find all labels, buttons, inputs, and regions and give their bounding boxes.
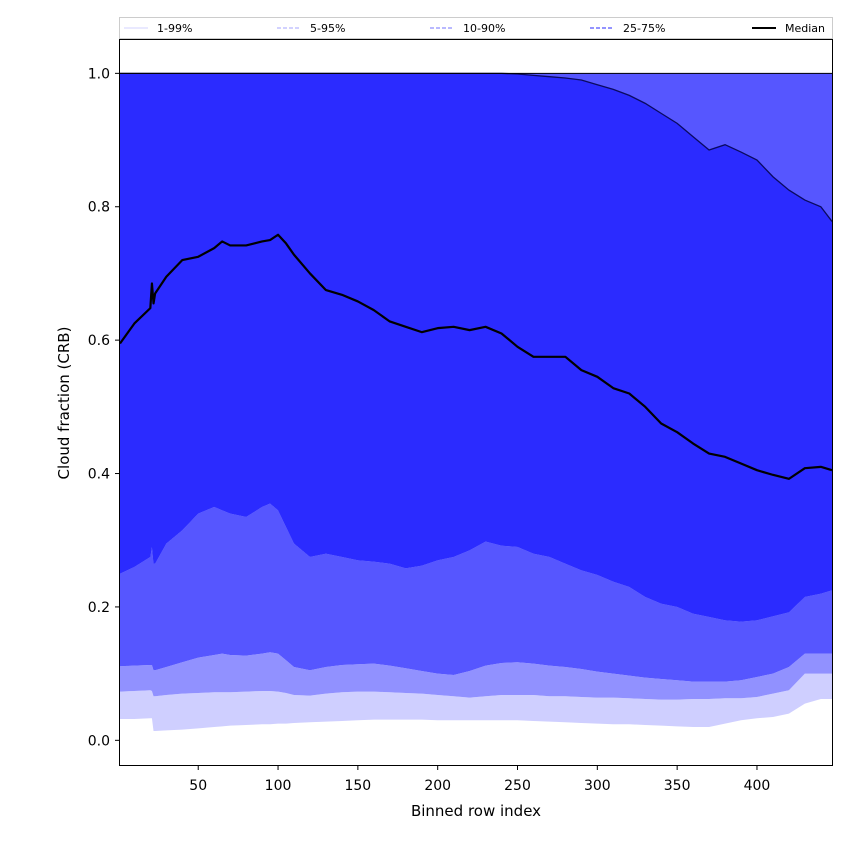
median-line [119,233,833,480]
band-10-25 [120,503,832,682]
y-tick-label: 0.4 [88,467,110,483]
legend-label: 25-75% [623,22,665,35]
y-axis-title: Cloud fraction (CRB) [55,327,73,480]
y-tick-label: 0.6 [88,333,110,349]
band-25-75 [120,73,832,622]
band-5-10 [120,652,832,700]
bands-layer [120,73,832,731]
x-tick-label: 400 [744,778,771,794]
x-tick-label: 200 [424,778,451,794]
x-axis: 50 100 150 200 250 300 350 400 [189,765,770,794]
x-tick-label: 300 [584,778,611,794]
legend-label: 5-95% [310,22,345,35]
x-tick-label: 150 [344,778,371,794]
legend-frame [119,17,833,39]
x-tick-label: 100 [265,778,292,794]
x-axis-title: Binned row index [411,802,541,820]
y-tick-label: 0.8 [88,200,110,216]
band-1-5 [120,673,832,731]
y-tick-label: 0.2 [88,600,110,616]
lines-layer [119,72,833,480]
legend-label: 10-90% [463,22,505,35]
y-tick-label: 1.0 [88,66,110,82]
x-tick-label: 350 [664,778,691,794]
y-axis: 0.0 0.2 0.4 0.6 0.8 1.0 [88,66,120,749]
plot-frame [119,39,833,766]
x-tick-label: 250 [504,778,531,794]
legend: 1-99% 5-95% 10-90% 25-75% Median [119,17,833,39]
y-tick-label: 0.0 [88,733,110,749]
legend-label: 1-99% [157,22,192,35]
x-tick-label: 50 [189,778,207,794]
legend-label: Median [785,22,825,35]
